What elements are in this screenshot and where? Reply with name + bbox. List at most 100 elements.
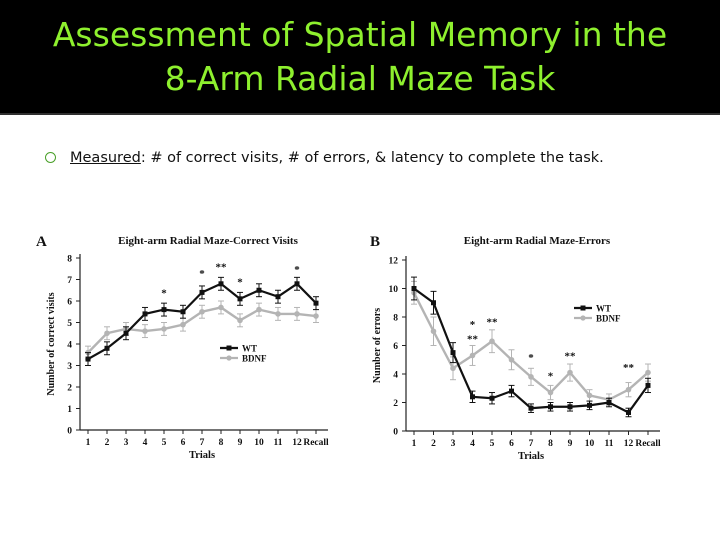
y-tick-label: 6: [393, 342, 398, 352]
x-tick-label: 5: [162, 438, 167, 448]
significance-marker: *: [237, 277, 243, 289]
legend-marker: [226, 355, 232, 361]
data-point: [180, 321, 186, 328]
bullet-circle-icon: [45, 151, 56, 163]
data-point: [625, 386, 632, 393]
chart-title: Eight-arm Radial Maze-Correct Visits: [118, 235, 298, 247]
data-point: [85, 356, 91, 362]
chart-title: Eight-arm Radial Maze-Errors: [464, 235, 611, 247]
data-point: [294, 281, 300, 287]
bullet-point: Measured: # of correct visits, # of erro…: [45, 150, 715, 166]
legend-label: BDNF: [242, 354, 267, 364]
data-point: [489, 395, 495, 401]
x-tick-label: 4: [143, 438, 148, 448]
slide-title-line-1: Assessment of Spatial Memory in the: [52, 14, 668, 54]
y-tick-label: 7: [67, 276, 72, 286]
x-tick-label: 9: [238, 438, 243, 448]
y-tick-label: 10: [389, 285, 399, 295]
data-point: [431, 300, 436, 306]
x-tick-label: 8: [548, 439, 553, 449]
data-point: [606, 400, 612, 405]
slide-title-line-2: 8-Arm Radial Maze Task: [164, 58, 556, 98]
x-tick-label: 3: [451, 439, 456, 449]
x-tick-label: 10: [254, 438, 264, 448]
x-tick-label: 2: [105, 438, 110, 448]
data-point: [256, 306, 262, 313]
data-point: [275, 294, 281, 300]
x-tick-label: 7: [200, 438, 205, 448]
x-tick-label: 10: [585, 439, 595, 449]
x-tick-label: Recall: [303, 438, 329, 448]
x-tick-label: 12: [624, 439, 634, 449]
data-point: [104, 345, 110, 351]
y-tick-label: 6: [67, 298, 72, 308]
series-wt: [411, 276, 651, 418]
significance-marker: **: [565, 350, 577, 362]
data-point: [161, 326, 167, 332]
bullet-label: Measured: [70, 150, 141, 166]
y-tick-label: 2: [67, 384, 72, 394]
y-tick-label: 0: [393, 428, 398, 438]
y-tick-label: 3: [67, 362, 72, 372]
data-point: [567, 369, 573, 376]
data-point: [199, 308, 205, 315]
y-tick-label: 5: [67, 319, 72, 329]
y-tick-label: 4: [393, 371, 398, 381]
x-tick-label: 8: [219, 438, 224, 448]
series-line: [413, 287, 649, 414]
y-axis-label: Number of errors: [372, 308, 383, 383]
data-point: [161, 307, 167, 313]
data-point: [528, 405, 534, 411]
panel-label: A: [36, 234, 47, 250]
x-tick-label: 1: [412, 439, 417, 449]
significance-marker: **: [623, 362, 635, 374]
data-point: [294, 311, 300, 317]
x-axis-label: Trials: [518, 451, 544, 462]
x-tick-label: 12: [292, 438, 302, 448]
data-point: [567, 404, 573, 410]
x-tick-label: 3: [124, 438, 129, 448]
panel-label: B: [370, 234, 380, 250]
legend-marker: [580, 315, 586, 321]
data-point: [450, 365, 456, 372]
legend-marker: [580, 305, 586, 311]
data-point: [313, 300, 319, 306]
x-tick-label: 7: [529, 439, 534, 449]
data-point: [123, 330, 129, 336]
significance-marker: **: [487, 316, 499, 328]
data-point: [587, 402, 592, 408]
data-point: [450, 350, 456, 356]
data-point: [469, 352, 476, 359]
significance-marker: *: [548, 370, 554, 382]
significance-marker: *: [199, 268, 205, 280]
data-point: [237, 296, 243, 302]
data-point: [411, 286, 417, 291]
data-point: [142, 311, 148, 317]
data-point: [645, 382, 651, 388]
y-tick-label: 2: [393, 399, 398, 409]
x-axis-label: Trials: [189, 450, 215, 461]
x-tick-label: 9: [568, 439, 573, 449]
data-point: [313, 313, 319, 319]
data-point: [645, 369, 651, 376]
chart-errors: B Eight-arm Radial Maze-Errors 0 2 4 6 8 10 12 1 2…: [370, 234, 661, 462]
data-point: [180, 309, 186, 315]
legend-marker: [226, 345, 232, 351]
data-point: [586, 392, 593, 399]
bullet-text: : # of correct visits, # of errors, & la…: [140, 150, 604, 166]
data-point: [237, 317, 243, 324]
data-point: [548, 404, 553, 410]
y-tick-label: 4: [67, 341, 72, 351]
chart-correct-visits: A Eight-arm Radial Maze-Correct Visits012…: [36, 234, 329, 461]
y-axis-label: Number of correct visits: [46, 292, 57, 395]
y-tick-label: 8: [67, 255, 72, 265]
series-bdnf: [85, 300, 319, 360]
significance-marker: *: [294, 264, 300, 276]
significance-marker: *: [470, 319, 476, 331]
y-tick-label: 8: [393, 314, 398, 324]
legend-label: WT: [242, 344, 257, 354]
data-point: [547, 389, 554, 396]
y-tick-label: 12: [389, 257, 399, 267]
data-point: [199, 289, 205, 295]
